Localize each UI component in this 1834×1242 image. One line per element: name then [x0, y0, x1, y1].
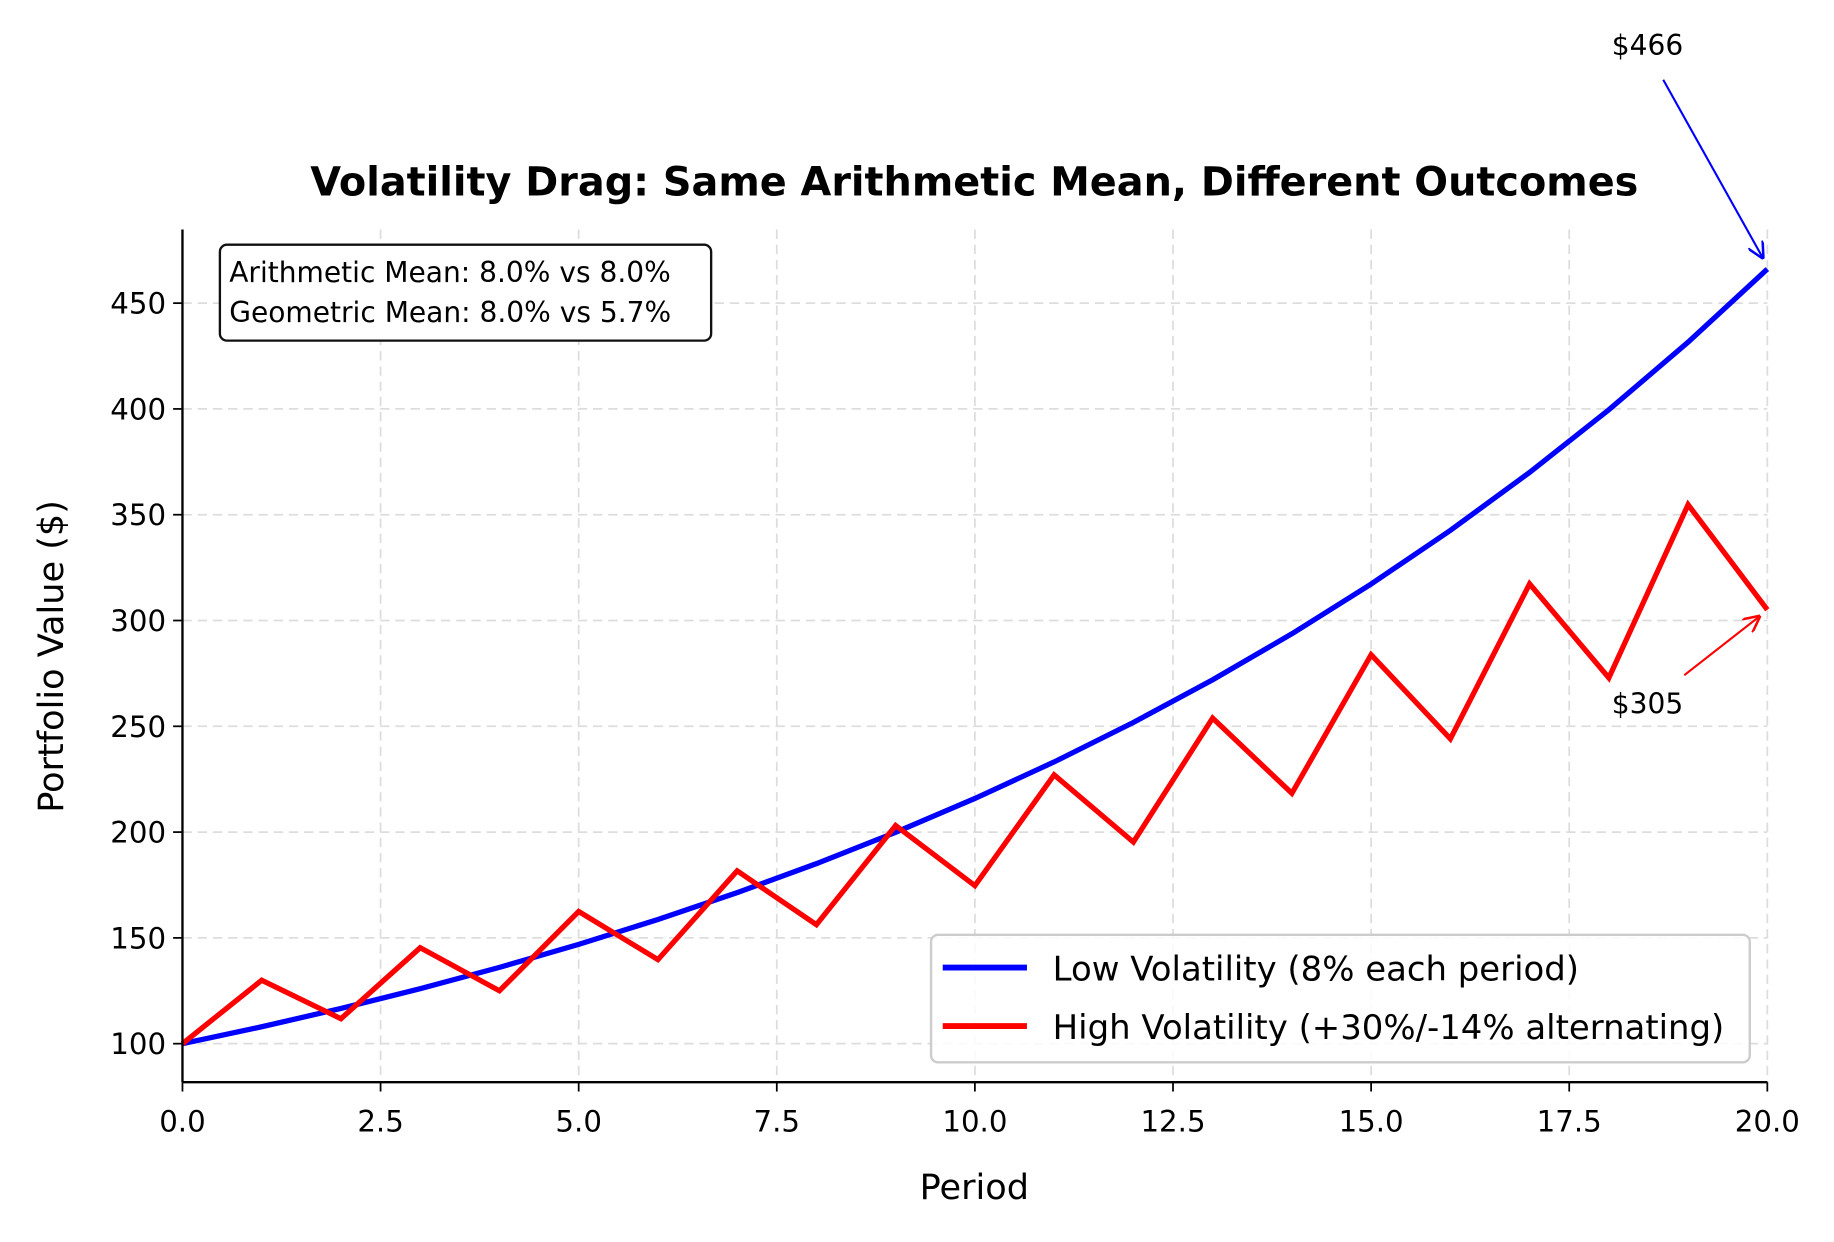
- x-tick-label: 15.0: [1339, 1104, 1404, 1138]
- series-lines: [180, 267, 1770, 1047]
- y-tick-label: 200: [110, 816, 166, 850]
- x-tick-label: 5.0: [555, 1104, 602, 1138]
- legend: Low Volatility (8% each period) High Vol…: [929, 933, 1751, 1064]
- y-axis-label: Portfolio Value ($): [31, 500, 72, 813]
- y-tick-label: 450: [110, 287, 166, 321]
- series-line-high-volatility: [180, 499, 1770, 1046]
- y-tick-label: 150: [110, 921, 166, 955]
- x-tick-label: 2.5: [357, 1104, 404, 1138]
- ticks: 0.0 2.5 5.0 7.5 10.0 12.5 15.0 17.5 20.0 100 150 20…: [110, 287, 1800, 1139]
- y-tick-label: 350: [110, 498, 166, 532]
- y-tick-label: 250: [110, 710, 166, 744]
- x-tick-label: 12.5: [1140, 1104, 1205, 1138]
- x-tick-label: 10.0: [942, 1104, 1007, 1138]
- annotation-high-label: $305: [1612, 688, 1683, 721]
- y-tick-label: 400: [110, 392, 166, 426]
- annotation-low: $466: [1612, 29, 1763, 257]
- legend-label-high: High Volatility (+30%/-14% alternating): [1053, 1008, 1725, 1047]
- x-tick-label: 0.0: [159, 1104, 206, 1138]
- x-axis-label: Period: [920, 1167, 1029, 1208]
- annotation-low-arrow: [1662, 79, 1762, 258]
- series-line-low-volatility: [181, 267, 1770, 1047]
- chart-title: Volatility Drag: Same Arithmetic Mean, D…: [310, 160, 1638, 206]
- stats-textbox: Arithmetic Mean: 8.0% vs 8.0% Geometric …: [218, 243, 713, 342]
- annotation-high: $305: [1612, 617, 1759, 721]
- y-tick-label: 100: [110, 1027, 166, 1061]
- x-tick-label: 17.5: [1537, 1104, 1602, 1138]
- textbox-line-arithmetic: Arithmetic Mean: 8.0% vs 8.0%: [229, 256, 671, 289]
- y-tick-label: 300: [110, 604, 166, 638]
- x-tick-label: 7.5: [754, 1104, 801, 1138]
- textbox-line-geometric: Geometric Mean: 8.0% vs 5.7%: [229, 296, 671, 329]
- annotation-low-label: $466: [1612, 29, 1683, 62]
- annotation-high-arrow: [1683, 617, 1759, 676]
- legend-label-low: Low Volatility (8% each period): [1053, 949, 1579, 988]
- x-tick-label: 20.0: [1735, 1104, 1800, 1138]
